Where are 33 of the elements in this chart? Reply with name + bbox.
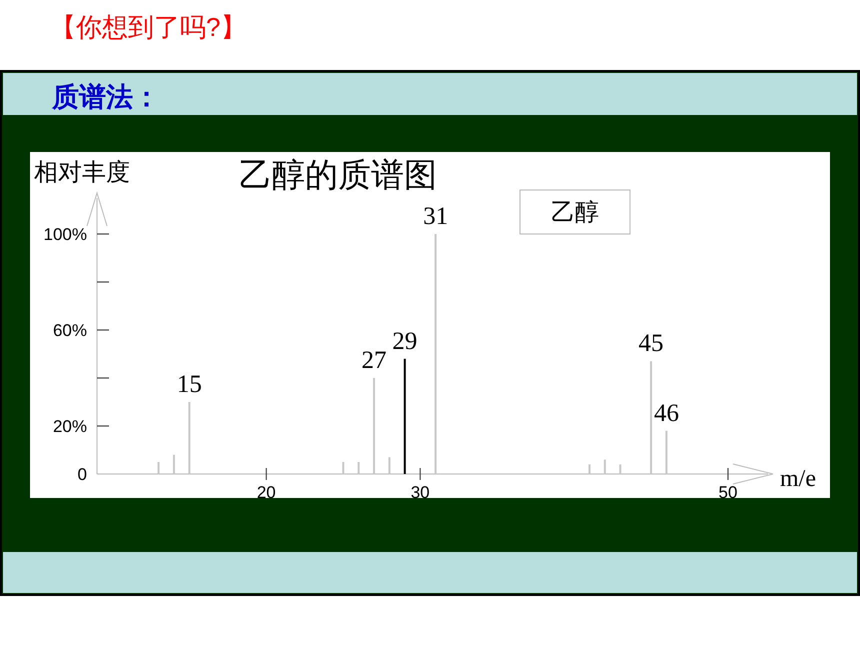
bar [619,464,622,474]
annotation: 46 [654,400,679,427]
annotation: 45 [638,330,664,358]
bar [342,462,344,474]
x-axis-title: m/e [780,466,816,492]
x-tick-label: 20 [256,483,276,502]
bar [172,454,175,474]
annotation: 27 [362,347,387,374]
y-tick-label: 60% [52,321,87,340]
y-tick-label: 20% [52,417,87,436]
bar [650,361,652,474]
bar [358,462,360,474]
bar [388,457,390,474]
chart-subtitle: 质谱法： [51,82,160,112]
bar [404,358,406,474]
annotation: 31 [423,203,448,230]
annotation: 29 [392,328,418,355]
bar [588,464,590,474]
annotation: 15 [176,371,202,398]
bar [604,460,606,474]
annotation: 乙醇 [551,199,599,226]
bar [665,430,668,474]
y-tick-label: 100% [44,225,87,244]
bar [373,378,376,474]
text: 【你想到了吗?】 [50,12,246,42]
chart-title: 乙醇的质谱图 [239,156,437,193]
x-tick-label: 50 [718,483,738,502]
bar [188,402,190,474]
bar [434,234,437,474]
bar [158,462,160,474]
y-axis-title: 相对丰度 [34,159,130,186]
y-tick-label: 0 [78,465,87,484]
x-tick-label: 30 [410,483,430,502]
